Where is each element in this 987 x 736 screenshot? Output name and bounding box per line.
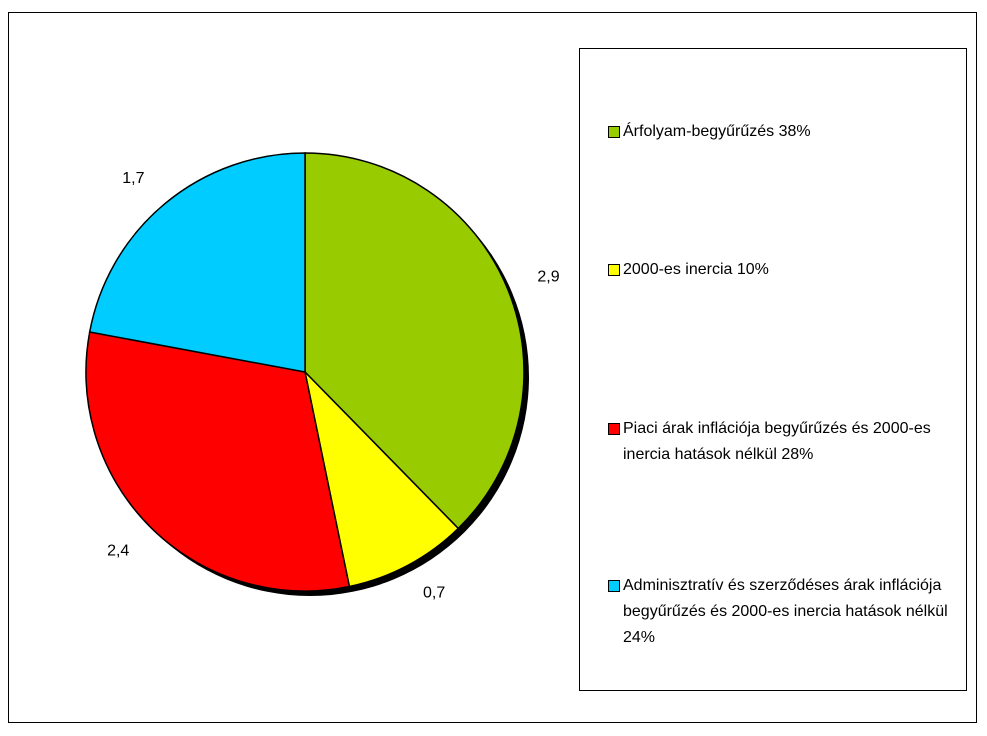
- legend-label: Piaci árak inflációja begyűrűzés és 2000…: [623, 420, 931, 463]
- legend-label: 2000-es inercia 10%: [623, 261, 769, 278]
- pie-slice: [85, 331, 351, 592]
- pie-slice: [304, 152, 525, 530]
- legend-swatch: [608, 264, 620, 276]
- legend-item: Piaci árak inflációja begyűrűzés és 2000…: [608, 416, 958, 468]
- legend-swatch: [608, 580, 620, 592]
- data-label: 1,7: [122, 170, 144, 187]
- data-label: 2,9: [537, 268, 559, 285]
- legend-item: 2000-es inercia 10%: [608, 257, 958, 283]
- legend-item: Adminisztratív és szerződéses árak inflá…: [608, 573, 958, 651]
- data-label: 0,7: [423, 585, 445, 602]
- legend-label: Adminisztratív és szerződéses árak inflá…: [623, 577, 948, 646]
- data-label: 2,4: [107, 543, 129, 560]
- legend-swatch: [608, 126, 620, 138]
- legend-label: Árfolyam-begyűrűzés 38%: [623, 123, 811, 140]
- legend-swatch: [608, 423, 620, 435]
- legend-item: Árfolyam-begyűrűzés 38%: [608, 119, 958, 145]
- pie-slice: [88, 152, 306, 373]
- pie-slice: [303, 369, 460, 588]
- legend: Árfolyam-begyűrűzés 38% 2000-es inercia 1…: [579, 48, 967, 691]
- chart-area: [8, 12, 977, 723]
